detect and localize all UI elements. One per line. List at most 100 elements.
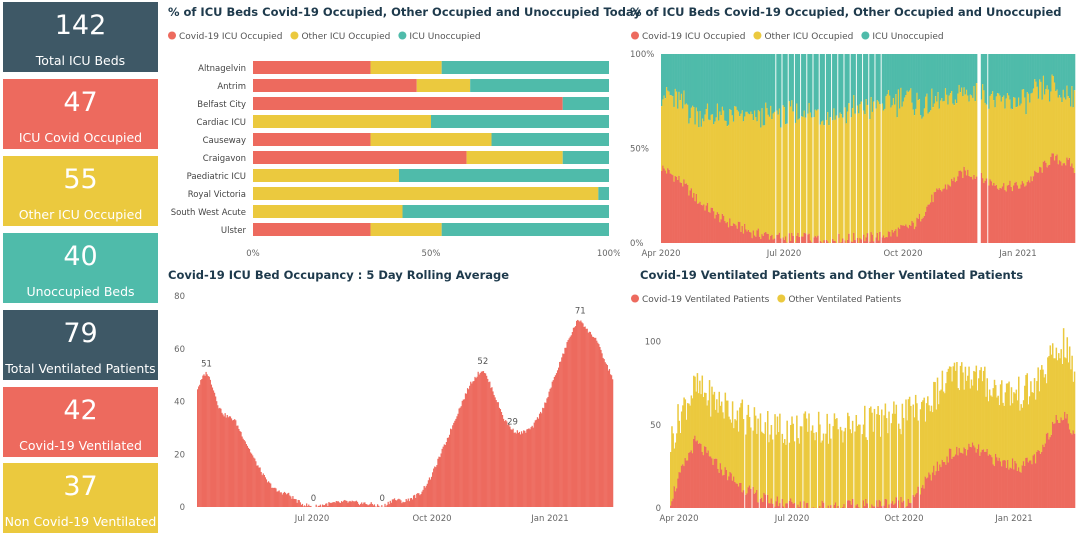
vent-covid-bar	[772, 504, 774, 508]
vent-other-bar	[765, 422, 767, 494]
vent-other-bar	[772, 439, 774, 503]
kpi-card: 47 ICU Covid Occupied	[3, 79, 158, 149]
legend-label: Covid-19 ICU Occupied	[179, 32, 282, 42]
trend-covid-bar	[986, 178, 988, 243]
vent-other-bar	[910, 406, 912, 503]
bar-segment	[253, 133, 370, 146]
kpi-label: Unoccupied Beds	[3, 284, 158, 299]
chart-ventilated: Covid-19 Ventilated Patients Other Ventil…	[628, 285, 1078, 529]
trend-unoccupied-bar	[780, 54, 782, 127]
vent-other-bar	[757, 419, 759, 503]
y-tick-label: 80	[174, 292, 185, 302]
x-tick-label: Apr 2020	[659, 514, 698, 524]
trend-unoccupied-bar	[786, 54, 788, 124]
trend-unoccupied-bar	[830, 54, 832, 117]
kpi-value: 79	[3, 318, 158, 349]
data-label: 0	[311, 494, 316, 504]
trend-covid-bar	[805, 233, 807, 243]
trend-other-bar	[836, 115, 838, 243]
trend-unoccupied-bar	[1074, 54, 1076, 90]
vent-covid-bar	[765, 495, 767, 508]
trend-other-bar	[830, 117, 832, 243]
vent-covid-bar	[823, 503, 825, 508]
bar-segment	[253, 205, 403, 218]
chart-title-vent: Covid-19 Ventilated Patients and Other V…	[640, 268, 1023, 282]
vent-covid-bar	[866, 503, 868, 508]
vent-covid-bar	[888, 504, 890, 508]
vent-other-bar	[816, 432, 818, 508]
bar-segment	[442, 223, 609, 236]
vent-other-bar	[823, 434, 825, 503]
trend-covid-bar	[811, 242, 813, 243]
trend-covid-bar	[873, 241, 875, 243]
x-tick-label: Jan 2021	[998, 249, 1036, 259]
vent-other-bar	[903, 418, 905, 501]
trend-covid-bar	[774, 239, 776, 243]
category-label: South West Acute	[171, 208, 246, 218]
rolling-bar	[310, 506, 311, 507]
rolling-bar	[612, 379, 613, 507]
trend-covid-bar	[854, 240, 856, 243]
trend-covid-bar	[848, 234, 850, 243]
trend-other-bar	[854, 114, 856, 240]
x-tick-label: Oct 2020	[412, 514, 451, 524]
legend-label: Covid-19 Ventilated Patients	[642, 295, 770, 305]
y-tick-label: 100	[645, 338, 661, 348]
data-label: 29	[507, 418, 518, 428]
trend-unoccupied-bar	[861, 54, 863, 102]
bar-segment	[370, 133, 491, 146]
kpi-value: 47	[3, 87, 158, 118]
y-tick-label: 40	[174, 398, 185, 408]
category-label: Ulster	[221, 226, 247, 236]
trend-other-bar	[848, 103, 850, 233]
bar-segment	[253, 187, 598, 200]
chart-title-rolling: Covid-19 ICU Bed Occupancy : 5 Day Rolli…	[168, 268, 509, 282]
trend-other-bar	[873, 102, 875, 242]
vent-covid-bar	[750, 489, 752, 508]
trend-other-bar	[861, 102, 863, 240]
bar-segment	[399, 169, 609, 182]
trend-unoccupied-bar	[879, 54, 881, 104]
x-tick-label: 0%	[246, 249, 260, 259]
legend-label: Other Ventilated Patients	[788, 295, 901, 305]
x-tick-label: Oct 2020	[884, 514, 923, 524]
data-label: 71	[575, 307, 586, 317]
trend-other-bar	[867, 105, 869, 233]
kpi-value: 40	[3, 241, 158, 272]
vent-other-bar	[866, 440, 868, 503]
kpi-label: ICU Covid Occupied	[3, 130, 158, 145]
category-label: Antrim	[217, 82, 246, 92]
vent-other-bar	[852, 421, 854, 499]
x-tick-label: Jul 2020	[766, 249, 802, 259]
bar-segment	[370, 61, 441, 74]
vent-other-bar	[794, 441, 796, 503]
category-label: Cardiac ICU	[197, 118, 247, 128]
vent-other-bar	[808, 413, 810, 508]
vent-covid-bar	[852, 499, 854, 508]
x-tick-label: 50%	[422, 249, 441, 259]
legend-label: ICU Unoccupied	[409, 32, 480, 42]
kpi-label: Other ICU Occupied	[3, 207, 158, 222]
data-label: 51	[201, 359, 212, 369]
legend-marker	[290, 32, 298, 40]
vent-other-bar	[881, 410, 883, 507]
trend-other-bar	[780, 127, 782, 238]
trend-other-bar	[976, 83, 978, 176]
x-tick-label: Jul 2020	[294, 514, 330, 524]
trend-other-bar	[805, 118, 807, 234]
x-tick-label: Jul 2020	[774, 514, 810, 524]
x-tick-label: 100%	[597, 249, 620, 259]
x-tick-label: Jan 2021	[530, 514, 568, 524]
trend-covid-bar	[842, 238, 844, 243]
trend-covid-bar	[867, 233, 869, 243]
vent-other-bar	[786, 421, 788, 504]
y-tick-label: 50	[650, 421, 661, 431]
category-label: Royal Victoria	[188, 190, 246, 200]
trend-unoccupied-bar	[774, 54, 776, 112]
x-tick-label: Oct 2020	[883, 249, 922, 259]
category-label: Altnagelvin	[198, 64, 246, 74]
vent-covid-bar	[874, 506, 876, 508]
kpi-label: Non Covid-19 Ventilated	[3, 514, 158, 529]
